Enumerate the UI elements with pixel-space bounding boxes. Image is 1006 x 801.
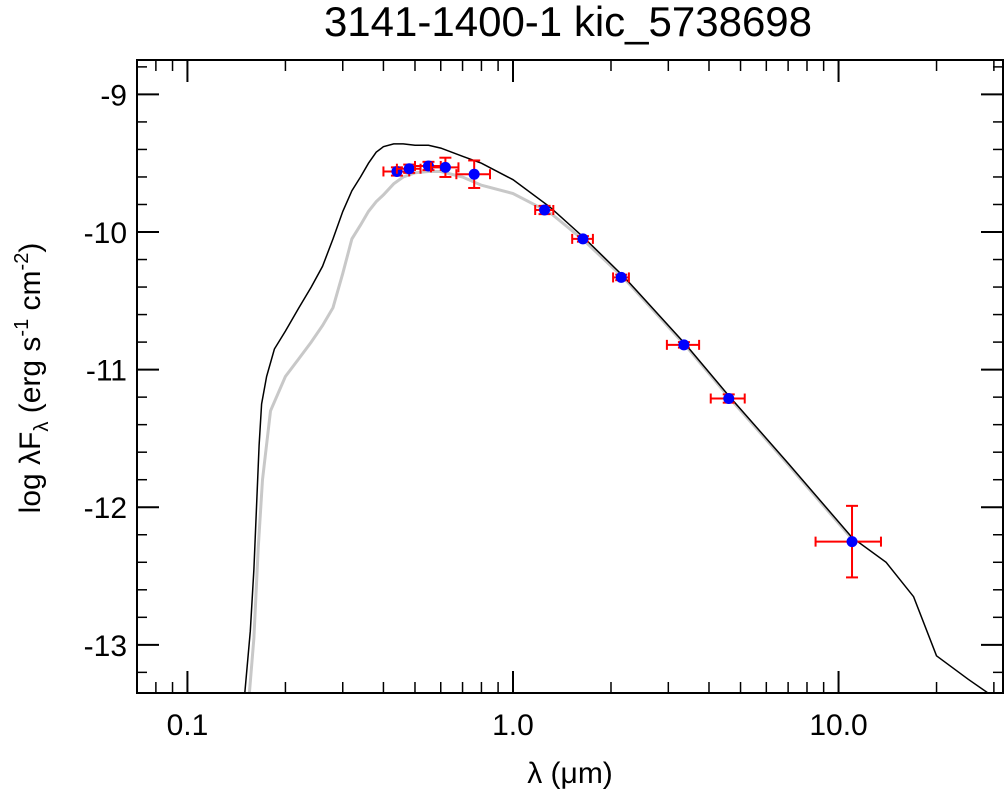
x-tick-label: 10.0: [809, 709, 867, 742]
data-point: [403, 163, 415, 175]
data-point: [468, 168, 480, 180]
model-spectra: [244, 143, 990, 693]
data-point: [422, 160, 434, 172]
x-axis-label: λ (μm): [527, 757, 613, 790]
x-tick-label: 0.1: [167, 709, 209, 742]
y-tick-label: -12: [84, 492, 127, 525]
y-label-superscript-1: -1: [11, 319, 33, 337]
y-label-units: (erg s: [14, 337, 47, 422]
data-point: [678, 339, 690, 351]
data-point: [615, 271, 627, 283]
data-point: [723, 393, 735, 405]
chart-title: 3141-1400-1 kic_5738698: [324, 0, 812, 45]
y-label-prefix: log λF: [14, 432, 47, 514]
model-black-line: [244, 143, 990, 693]
y-tick-label: -13: [84, 630, 127, 663]
y-label-subscript: λ: [31, 422, 53, 432]
data-point: [539, 204, 551, 216]
y-label-suffix: ): [14, 243, 47, 253]
y-axis-label: log λFλ (erg s-1 cm-2): [11, 243, 53, 514]
y-tick-label: -10: [84, 217, 127, 250]
x-tick-label: 1.0: [492, 709, 534, 742]
plot-frame: [136, 59, 1004, 694]
y-tick-label: -11: [86, 355, 127, 388]
axis-ticks: -9 -10 -11 -12 -13 0.1 1.0 10.0: [84, 60, 1003, 742]
y-tick-label: -9: [100, 79, 127, 112]
data-point: [439, 161, 451, 173]
data-point: [577, 233, 589, 245]
data-points: [382, 156, 882, 579]
y-label-units-2: cm: [14, 270, 47, 318]
data-point: [846, 536, 858, 548]
y-label-superscript-2: -2: [11, 253, 33, 271]
